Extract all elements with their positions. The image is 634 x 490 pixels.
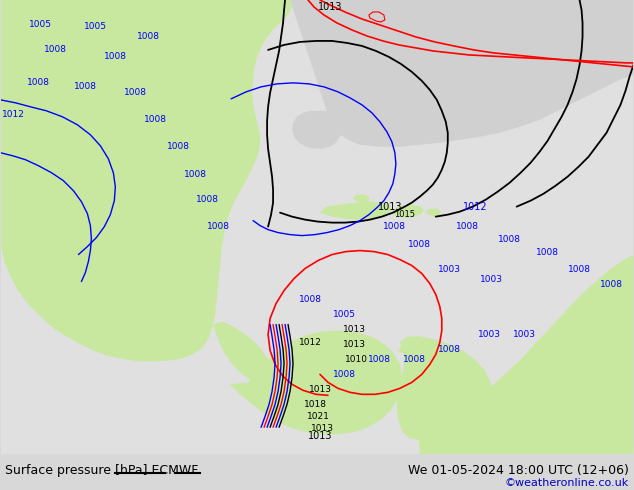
Text: 1013: 1013 (307, 431, 332, 441)
Text: 1008: 1008 (403, 355, 426, 364)
Text: 1013: 1013 (344, 340, 366, 349)
Text: 1008: 1008 (498, 235, 521, 244)
Text: 1021: 1021 (307, 412, 330, 421)
Text: 1008: 1008 (137, 32, 160, 42)
Text: 1003: 1003 (438, 265, 462, 274)
Text: 1003: 1003 (513, 330, 536, 339)
Text: 1013: 1013 (309, 385, 332, 394)
Polygon shape (320, 202, 392, 220)
Text: 1012: 1012 (2, 110, 25, 119)
Text: 1012: 1012 (299, 338, 321, 347)
Text: 1012: 1012 (463, 202, 488, 212)
Text: 1008: 1008 (299, 295, 321, 304)
Text: 1005: 1005 (333, 310, 356, 319)
Polygon shape (353, 195, 370, 203)
Text: 1003: 1003 (478, 330, 501, 339)
Text: 1015: 1015 (394, 210, 415, 219)
Polygon shape (426, 209, 441, 217)
Text: 1005: 1005 (84, 23, 107, 31)
Text: 1008: 1008 (27, 78, 50, 87)
Text: 1008: 1008 (368, 355, 391, 364)
Text: 1013: 1013 (344, 325, 366, 334)
Polygon shape (1, 0, 292, 362)
Text: 1010: 1010 (346, 355, 368, 364)
Text: 1003: 1003 (480, 275, 503, 284)
Text: 1008: 1008 (167, 142, 190, 151)
Text: 1008: 1008 (184, 170, 207, 179)
Text: 1008: 1008 (144, 115, 167, 124)
Polygon shape (398, 255, 633, 454)
Polygon shape (292, 111, 342, 149)
Text: 1008: 1008 (44, 46, 67, 54)
Text: 1008: 1008 (207, 222, 230, 231)
Text: 1008: 1008 (600, 280, 623, 289)
Text: 1008: 1008 (333, 370, 356, 379)
Text: 1008: 1008 (104, 52, 127, 61)
Polygon shape (230, 330, 402, 434)
Text: 1008: 1008 (568, 265, 591, 274)
Polygon shape (1, 55, 30, 222)
Polygon shape (226, 103, 338, 237)
Polygon shape (290, 0, 633, 147)
Text: Surface pressure [hPa] ECMWF: Surface pressure [hPa] ECMWF (5, 464, 198, 477)
Text: 1018: 1018 (304, 400, 327, 409)
Polygon shape (213, 321, 271, 384)
Text: 1008: 1008 (124, 88, 147, 98)
Polygon shape (393, 205, 424, 218)
Text: 1008: 1008 (456, 222, 479, 231)
Text: 1008: 1008 (384, 222, 406, 231)
Text: 1005: 1005 (29, 21, 52, 29)
Text: 1008: 1008 (438, 345, 462, 354)
Text: 1008: 1008 (536, 248, 559, 257)
Text: ©weatheronline.co.uk: ©weatheronline.co.uk (505, 478, 629, 488)
Text: We 01-05-2024 18:00 UTC (12+06): We 01-05-2024 18:00 UTC (12+06) (408, 464, 629, 477)
Text: 1013: 1013 (378, 202, 402, 212)
Text: 1013: 1013 (311, 424, 333, 433)
Text: 1008: 1008 (408, 240, 431, 249)
Text: 1008: 1008 (196, 195, 219, 204)
Text: 1013: 1013 (318, 2, 342, 12)
Text: 1008: 1008 (74, 82, 97, 91)
Polygon shape (397, 337, 493, 440)
